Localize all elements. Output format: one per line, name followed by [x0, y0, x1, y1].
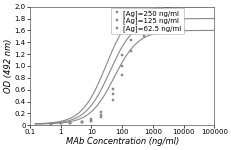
[Ag]=125 ng/ml — [68, 122, 71, 124]
[Ag]=62.5 ng/ml — [160, 30, 163, 32]
[Ag]=125 ng/ml — [151, 20, 154, 22]
[Ag]=125 ng/ml — [50, 123, 53, 125]
[Ag]=250 ng/ml — [80, 121, 83, 123]
[Ag]=125 ng/ml — [59, 123, 62, 124]
[Ag]=62.5 ng/ml — [111, 99, 114, 101]
[Ag]=125 ng/ml — [181, 18, 184, 20]
[Ag]=125 ng/ml — [111, 94, 114, 95]
[Ag]=125 ng/ml — [129, 39, 132, 41]
Line: [Ag]=125 ng/ml: [Ag]=125 ng/ml — [50, 18, 184, 125]
[Ag]=250 ng/ml — [172, 6, 175, 8]
Legend: [Ag]=250 ng/ml, [Ag]=125 ng/ml, [Ag]=62.5 ng/ml: [Ag]=250 ng/ml, [Ag]=125 ng/ml, [Ag]=62.… — [110, 8, 183, 34]
Y-axis label: OD (492 nm): OD (492 nm) — [4, 39, 13, 93]
[Ag]=62.5 ng/ml — [172, 30, 175, 31]
[Ag]=62.5 ng/ml — [120, 74, 123, 76]
[Ag]=250 ng/ml — [68, 122, 71, 124]
[Ag]=250 ng/ml — [50, 123, 53, 125]
[Ag]=62.5 ng/ml — [99, 116, 102, 118]
[Ag]=125 ng/ml — [90, 120, 92, 122]
[Ag]=250 ng/ml — [160, 7, 163, 9]
Line: [Ag]=62.5 ng/ml: [Ag]=62.5 ng/ml — [50, 29, 184, 125]
[Ag]=62.5 ng/ml — [50, 123, 53, 125]
[Ag]=125 ng/ml — [172, 18, 175, 20]
Line: [Ag]=250 ng/ml: [Ag]=250 ng/ml — [50, 6, 184, 125]
[Ag]=62.5 ng/ml — [142, 35, 144, 37]
[Ag]=125 ng/ml — [80, 121, 83, 123]
[Ag]=125 ng/ml — [120, 65, 123, 67]
[Ag]=250 ng/ml — [151, 9, 154, 11]
[Ag]=250 ng/ml — [142, 13, 144, 15]
[Ag]=250 ng/ml — [181, 6, 184, 8]
[Ag]=250 ng/ml — [129, 27, 132, 28]
[Ag]=62.5 ng/ml — [80, 121, 83, 123]
[Ag]=250 ng/ml — [111, 88, 114, 89]
[Ag]=250 ng/ml — [59, 123, 62, 124]
[Ag]=62.5 ng/ml — [151, 31, 154, 33]
[Ag]=62.5 ng/ml — [129, 50, 132, 51]
[Ag]=62.5 ng/ml — [68, 122, 71, 124]
[Ag]=250 ng/ml — [90, 118, 92, 120]
X-axis label: MAb Concentration (ng/ml): MAb Concentration (ng/ml) — [65, 137, 178, 146]
[Ag]=62.5 ng/ml — [90, 120, 92, 122]
[Ag]=250 ng/ml — [120, 54, 123, 56]
[Ag]=125 ng/ml — [160, 18, 163, 20]
[Ag]=125 ng/ml — [142, 25, 144, 27]
[Ag]=62.5 ng/ml — [181, 30, 184, 31]
[Ag]=62.5 ng/ml — [59, 123, 62, 124]
[Ag]=250 ng/ml — [99, 111, 102, 113]
[Ag]=125 ng/ml — [99, 114, 102, 116]
